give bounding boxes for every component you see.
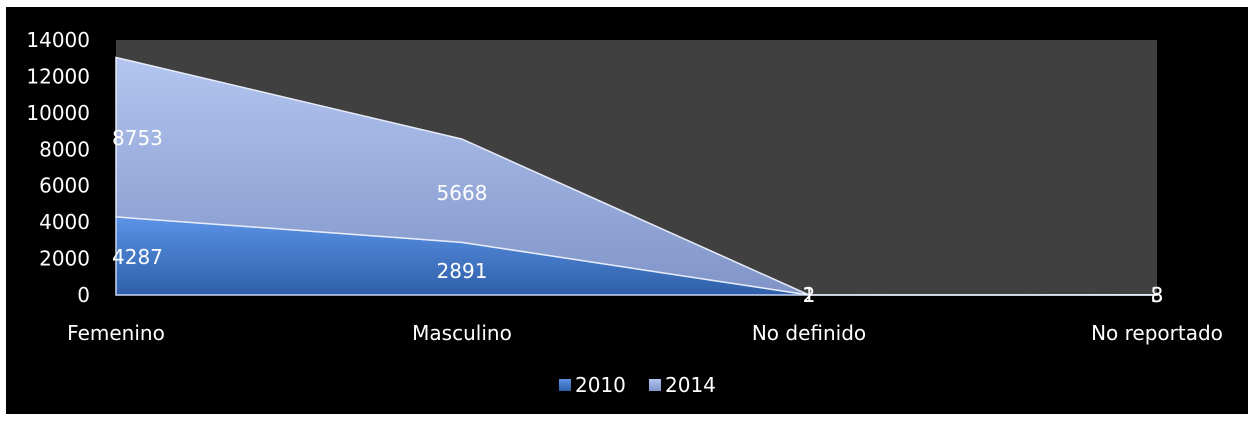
x-category-label: No reportado [1091,321,1223,345]
y-tick-label: 14000 [26,28,90,52]
x-category-label: Femenino [67,321,165,345]
y-tick-label: 6000 [39,174,90,198]
x-category-label: No definido [752,321,866,345]
data-label-2010: 4287 [112,245,163,269]
y-axis-ticks: 0 2000 4000 6000 8000 10000 12000 14000 [26,28,90,307]
y-tick-label: 8000 [39,137,90,161]
data-label-2010: 2891 [437,259,488,283]
legend-swatch-2014 [649,379,661,391]
legend-label-2014: 2014 [665,373,716,397]
data-labels: 4287 2891 1 3 8753 5668 2 8 [112,126,1163,307]
data-label-2014: 8 [1151,283,1164,307]
data-label-2010: 3 [1151,283,1164,307]
y-tick-label: 4000 [39,210,90,234]
y-tick-label: 10000 [26,101,90,125]
data-label-2014: 2 [803,283,816,307]
x-category-label: Masculino [412,321,512,345]
data-label-2014: 5668 [437,181,488,205]
legend: 2010 2014 [559,373,716,397]
x-axis-categories: Femenino Masculino No definido No reportado [67,321,1223,345]
legend-label-2010: 2010 [575,373,626,397]
area-series-2014 [115,56,1158,296]
y-tick-label: 2000 [39,247,90,271]
series-areas [115,56,1158,296]
y-tick-label: 12000 [26,64,90,88]
legend-swatch-2010 [559,379,571,391]
data-label-2014: 8753 [112,126,163,150]
data-label-2010: 1 [803,283,816,307]
y-tick-label: 0 [77,283,90,307]
